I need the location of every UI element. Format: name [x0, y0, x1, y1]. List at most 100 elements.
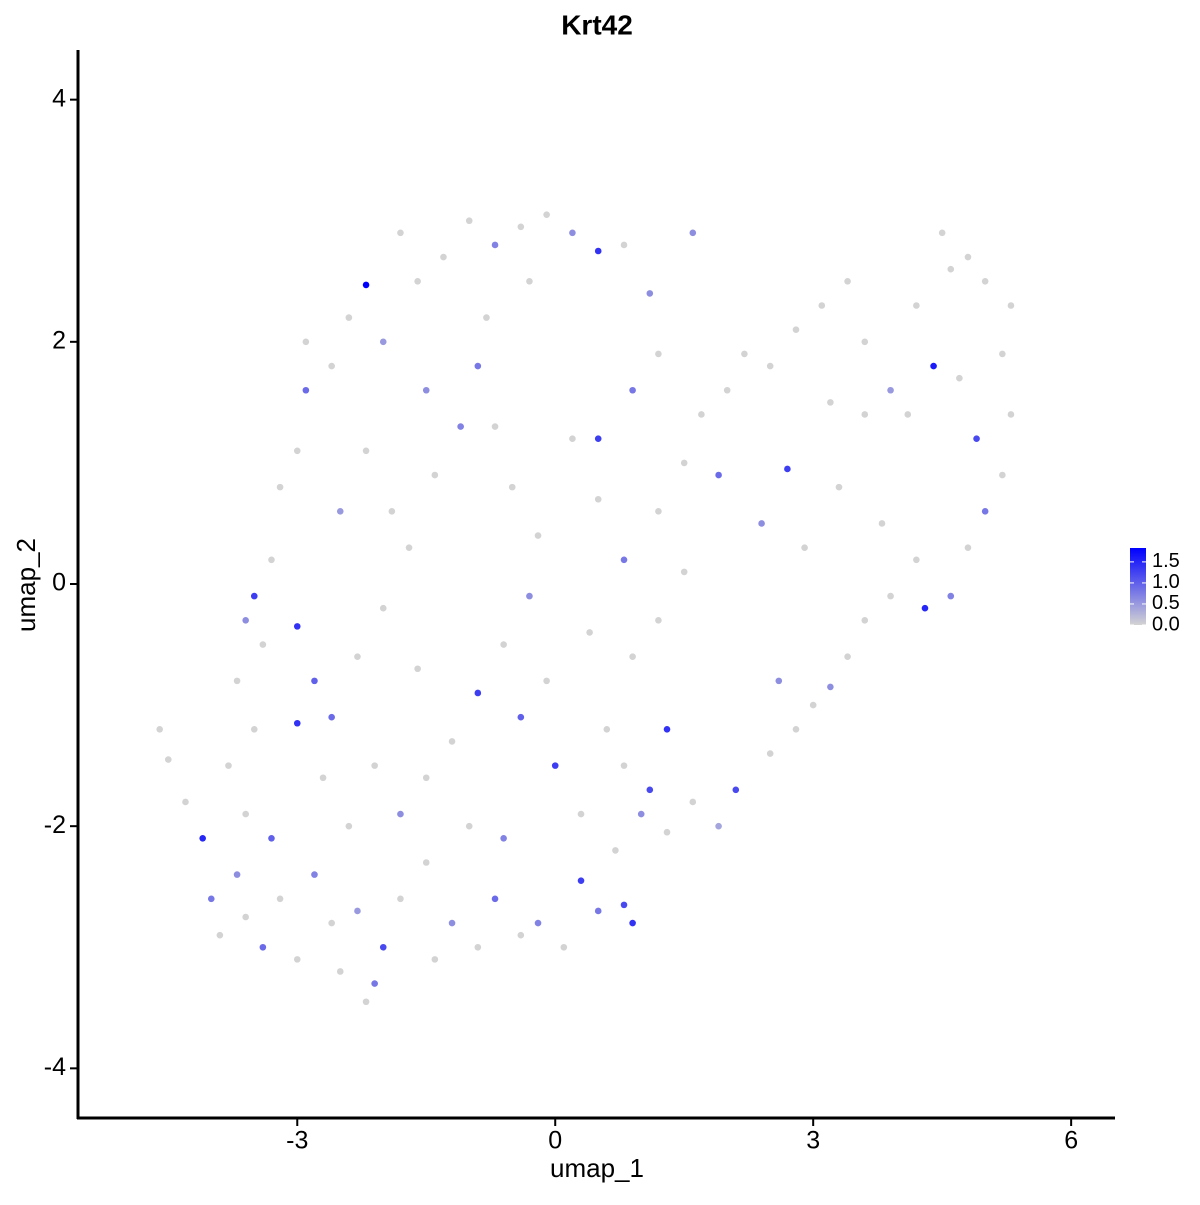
- point: [328, 362, 335, 370]
- point: [680, 568, 688, 576]
- point: [268, 556, 275, 564]
- point: [551, 762, 559, 769]
- point: [844, 653, 851, 660]
- point: [336, 968, 344, 975]
- point: [1007, 411, 1015, 418]
- point: [474, 689, 482, 697]
- point: [775, 677, 783, 685]
- point: [156, 726, 163, 733]
- point: [938, 229, 946, 237]
- point: [981, 508, 989, 515]
- point: [199, 834, 206, 842]
- point: [827, 399, 834, 406]
- point: [448, 738, 456, 745]
- point: [440, 253, 447, 261]
- point: [689, 229, 697, 237]
- point: [388, 508, 396, 515]
- point: [689, 798, 697, 806]
- point: [999, 471, 1006, 479]
- point: [655, 617, 662, 624]
- point: [362, 281, 370, 289]
- point: [655, 350, 662, 358]
- point: [792, 726, 800, 733]
- point: [517, 713, 525, 721]
- point: [715, 822, 722, 830]
- point: [999, 350, 1006, 358]
- point: [947, 592, 955, 600]
- point: [259, 943, 267, 951]
- point: [293, 623, 301, 630]
- colorbar-label: 0.0: [1152, 613, 1180, 635]
- point: [233, 871, 241, 878]
- point: [809, 701, 817, 709]
- point: [319, 774, 327, 782]
- point: [586, 629, 593, 636]
- point: [715, 471, 722, 479]
- point: [878, 520, 886, 527]
- point: [414, 665, 421, 673]
- point: [311, 871, 318, 878]
- point: [577, 810, 585, 818]
- point: [861, 411, 869, 418]
- point: [792, 326, 800, 334]
- point: [577, 877, 585, 884]
- point: [569, 229, 576, 237]
- y-tick-label: 4: [52, 84, 66, 112]
- point: [362, 447, 370, 455]
- colorbar-label: 0.5: [1152, 592, 1180, 614]
- point: [517, 931, 525, 939]
- point: [517, 223, 525, 231]
- colorbar: [1130, 548, 1146, 625]
- point: [543, 677, 550, 685]
- point: [680, 459, 688, 467]
- point: [345, 314, 353, 321]
- colorbar-label: 1.5: [1152, 550, 1180, 572]
- point: [612, 847, 619, 854]
- point: [981, 277, 989, 285]
- y-axis-label: umap_2: [11, 538, 41, 632]
- point: [646, 786, 654, 794]
- point: [431, 471, 439, 479]
- point: [913, 556, 920, 564]
- point: [827, 683, 834, 691]
- point: [620, 556, 628, 564]
- point: [225, 762, 232, 769]
- point: [766, 362, 774, 370]
- point: [818, 302, 826, 309]
- point: [655, 508, 662, 515]
- point: [491, 241, 499, 249]
- point: [887, 592, 894, 600]
- point: [861, 617, 869, 624]
- point: [328, 919, 335, 927]
- chart-title: Krt42: [561, 9, 633, 40]
- colorbar-label: 1.0: [1152, 571, 1180, 593]
- point: [250, 726, 258, 733]
- point: [560, 943, 568, 951]
- point: [328, 713, 335, 721]
- point: [741, 350, 748, 358]
- point: [457, 423, 464, 430]
- point: [973, 435, 980, 442]
- point: [964, 544, 972, 551]
- point: [508, 483, 516, 491]
- point: [371, 980, 378, 987]
- point: [500, 641, 507, 648]
- point: [397, 895, 404, 903]
- point: [448, 919, 456, 927]
- point: [629, 653, 636, 660]
- point: [913, 302, 920, 309]
- y-tick-label: -4: [44, 1053, 66, 1081]
- point: [276, 895, 284, 903]
- point: [422, 386, 430, 394]
- x-tick-label: 6: [1064, 1127, 1078, 1155]
- point: [534, 532, 542, 539]
- point: [216, 931, 224, 939]
- point: [276, 483, 284, 491]
- point: [663, 726, 671, 733]
- point: [242, 913, 249, 921]
- point: [207, 895, 215, 903]
- point: [354, 653, 361, 660]
- point: [250, 592, 258, 600]
- point: [904, 411, 912, 418]
